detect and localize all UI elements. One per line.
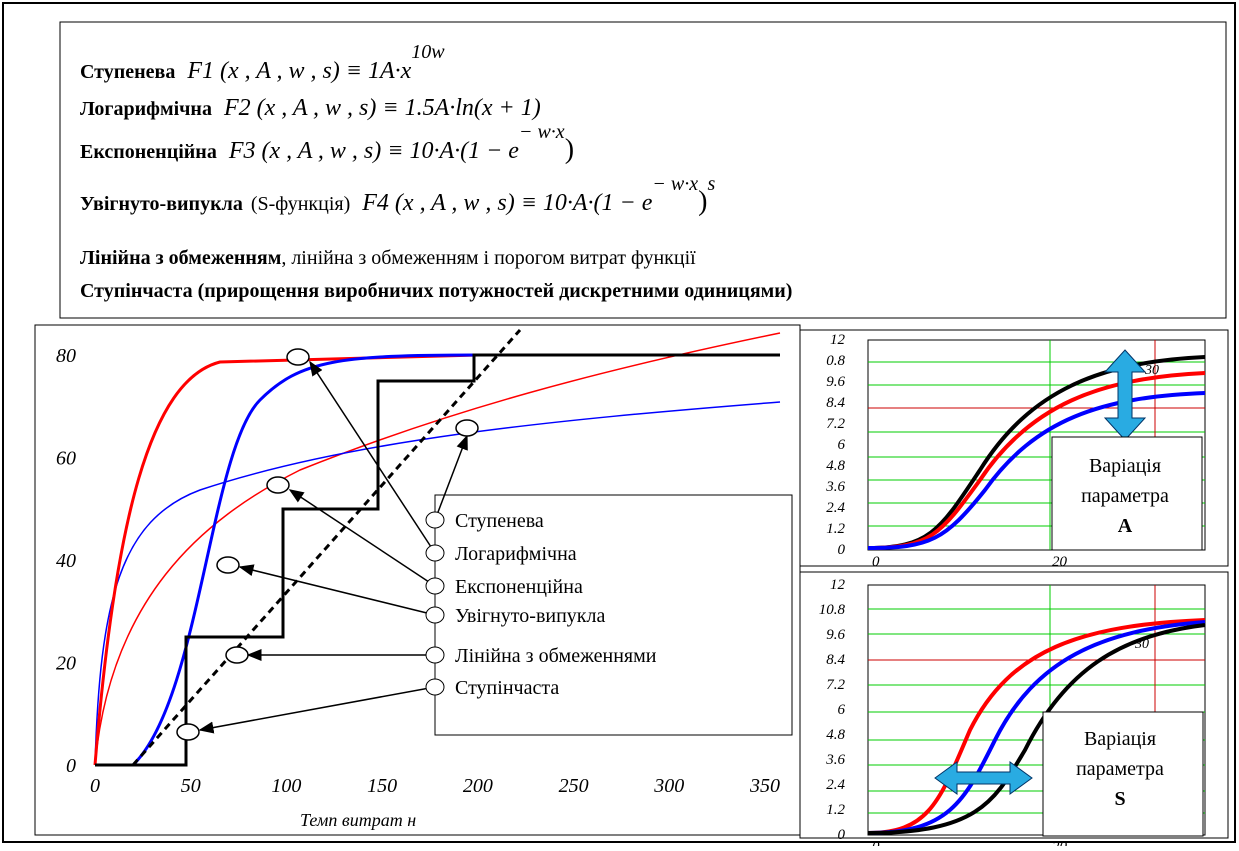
panel-s-box xyxy=(799,571,1229,839)
y-tick-label: 12 xyxy=(830,332,846,348)
legend-marker xyxy=(425,544,445,562)
formula-box xyxy=(59,21,1227,319)
annotation-box xyxy=(1042,711,1204,837)
y-tick-label: 4.8 xyxy=(826,727,845,743)
y-tick-label: 8.4 xyxy=(826,652,845,668)
x-tick-label: 100 xyxy=(271,775,301,797)
formula-tail: ) xyxy=(565,134,574,165)
formula-expr: F4 (x , A , w , s) ≡ 10·A·(1 − e xyxy=(361,190,652,216)
y-tick-label: 7.2 xyxy=(826,416,845,432)
formula-sup: s xyxy=(707,173,715,195)
y-tick-label: 80 xyxy=(56,345,76,367)
y-tick-label: 7.2 xyxy=(826,677,845,693)
formulas: Ступенева F1 (x , A , w , s) ≡ 1A·x10w Лог… xyxy=(80,41,792,302)
formula-name: Увігнуто-випукла xyxy=(80,193,243,215)
y-tick-label: 3.6 xyxy=(825,479,845,495)
formula-expr: F1 (x , A , w , s) ≡ 1A·x xyxy=(186,58,411,84)
y-tick-label: 60 xyxy=(56,448,76,470)
legend-entry: Логарифмічна xyxy=(455,543,577,565)
annotation: Варіація xyxy=(1089,455,1161,477)
bold-text: Лінійна з обмеженням xyxy=(80,247,281,269)
formula-sup: 10w xyxy=(411,41,445,63)
annotation: Варіація xyxy=(1084,728,1156,750)
x-tick-label: 20 xyxy=(1052,839,1068,846)
y-tick-label: 9.6 xyxy=(826,374,845,390)
y-tick-label: 0 xyxy=(838,827,846,843)
formula-name: Експоненційна xyxy=(80,141,217,163)
y-tick-label: 2.4 xyxy=(826,500,845,516)
y-tick-label: 12 xyxy=(830,577,846,593)
legend-entry: Ступенева xyxy=(455,510,544,532)
panels: 12 0.8 9.6 8.4 7.2 6 4.8 3.6 2.4 1.2 0 0 20 30 Варіаці… xyxy=(819,332,1169,851)
formula-tail: ) xyxy=(698,186,707,217)
x-tick-label: 200 xyxy=(463,775,493,797)
panel-a-box xyxy=(799,329,1229,567)
legend-entry: Експоненційна xyxy=(455,576,583,598)
annotation: A xyxy=(1118,515,1133,537)
annotation-box xyxy=(1051,436,1203,551)
annotation: S xyxy=(1114,788,1125,810)
main-curves xyxy=(93,329,781,767)
inner-label: 30 xyxy=(1144,363,1159,378)
y-tick-label: 10.8 xyxy=(819,602,846,618)
legend-marker xyxy=(425,606,445,624)
y-tick-label: 6 xyxy=(838,437,846,453)
legend-entry: Лінійна з обмеженнями xyxy=(455,645,657,667)
text-line: Ступінчаста (прирощення виробничих потуж… xyxy=(80,280,792,302)
formula-line: Експоненційна F3 (x , A , w , s) ≡ 10·A·(… xyxy=(80,121,574,165)
x-tick-label: 20 xyxy=(1052,554,1068,570)
annotation: параметра xyxy=(1081,485,1169,507)
y-tick-label: 40 xyxy=(56,550,76,572)
y-tick-label: 9.6 xyxy=(826,627,845,643)
y-tick-label: 20 xyxy=(56,653,76,675)
formula-line: Логарифмічна F2 (x , A , w , s) ≡ 1.5A·ln… xyxy=(80,95,541,121)
formula-expr: F2 (x , A , w , s) ≡ 1.5A·ln(x + 1) xyxy=(223,95,541,121)
formula-sup: − w·x xyxy=(519,121,565,143)
formula-expr: F3 (x , A , w , s) ≡ 10·A·(1 − e xyxy=(228,138,519,164)
formula-line: Увігнуто-випукла (S-функція) F4 (x , A , w… xyxy=(80,173,715,217)
formula-name: Логарифмічна xyxy=(80,98,212,120)
arrows xyxy=(176,348,479,741)
legend-marker xyxy=(425,678,445,696)
y-tick-label: 2.4 xyxy=(826,777,845,793)
x-axis-label: Темп витрат н xyxy=(300,810,416,830)
x-tick-label: 0 xyxy=(90,775,100,797)
formula-sup: − w·x xyxy=(652,173,698,195)
x-tick-label: 0 xyxy=(872,839,880,846)
formula-name: Ступенева xyxy=(80,61,175,83)
y-tick-label: 1.2 xyxy=(826,802,845,818)
legend-entry: Увігнуто-випукла xyxy=(455,605,605,627)
legend-marker xyxy=(425,577,445,595)
y-tick-label: 0 xyxy=(66,755,76,777)
x-tick-label: 50 xyxy=(181,775,201,797)
legend-box xyxy=(434,494,793,736)
inner-label: 30 xyxy=(1134,637,1149,652)
text-line: Лінійна з обмеженням, лінійна з обмеженн… xyxy=(80,247,696,269)
legend-marker xyxy=(425,511,445,529)
y-tick-label: 3.6 xyxy=(825,752,845,768)
annotation: параметра xyxy=(1076,758,1164,780)
x-tick-label: 350 xyxy=(749,775,780,797)
x-tick-label: 300 xyxy=(653,775,684,797)
x-tick-label: 150 xyxy=(367,775,397,797)
y-tick-label: 8.4 xyxy=(826,395,845,411)
formula-line: Ступенева F1 (x , A , w , s) ≡ 1A·x10w xyxy=(80,41,445,84)
y-tick-label: 6 xyxy=(838,702,846,718)
main-chart: 0 50 100 150 200 250 300 350 0 20 40 60 80 Темп витра… xyxy=(56,345,780,830)
panel-s-curves xyxy=(867,618,1206,835)
x-tick-label: 0 xyxy=(872,554,880,570)
x-tick-label: 250 xyxy=(559,775,589,797)
legend-marker xyxy=(425,646,445,664)
y-tick-label: 0.8 xyxy=(826,353,845,369)
plain-text: , лінійна з обмеженням і порогом витрат … xyxy=(281,247,696,269)
legend-entry: Ступінчаста xyxy=(455,677,559,699)
bold-text: Ступінчаста (прирощення виробничих потуж… xyxy=(80,280,792,302)
y-tick-label: 0 xyxy=(838,542,846,558)
y-tick-label: 1.2 xyxy=(826,521,845,537)
formula-note: (S-функція) xyxy=(251,193,350,215)
y-tick-label: 4.8 xyxy=(826,458,845,474)
